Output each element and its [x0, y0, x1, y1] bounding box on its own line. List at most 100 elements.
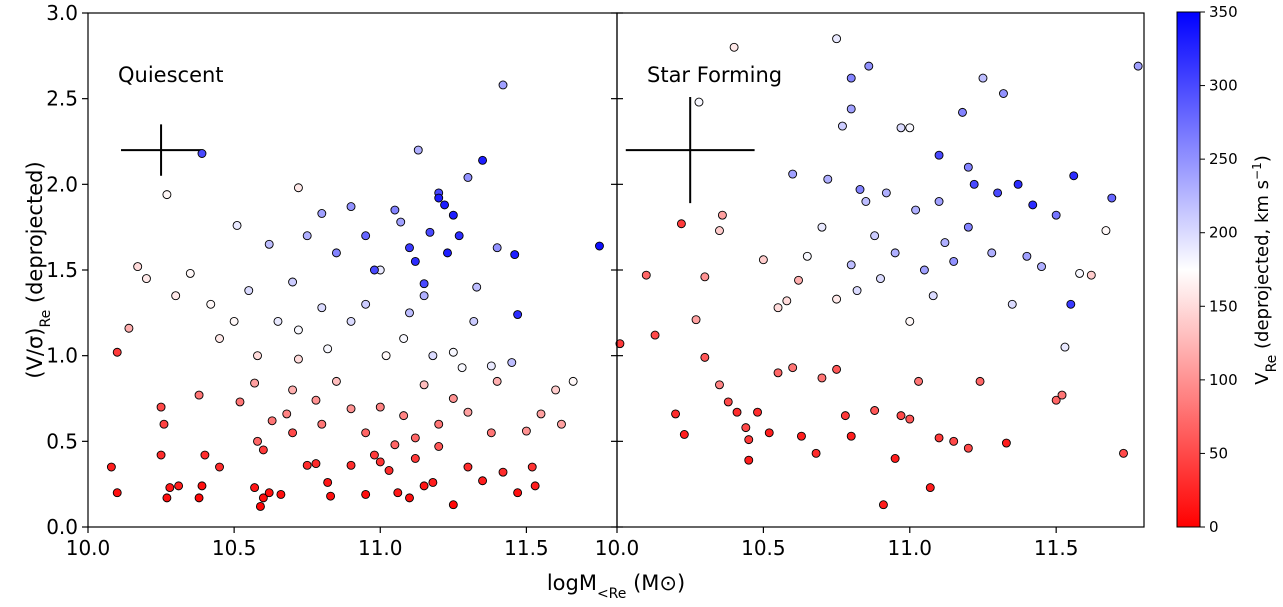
point [393, 488, 403, 498]
point [1037, 262, 1046, 272]
point [676, 219, 686, 229]
point [375, 402, 385, 412]
point [852, 286, 862, 296]
point [691, 315, 701, 325]
point [194, 493, 204, 503]
point [346, 316, 356, 326]
point [361, 231, 371, 241]
point [978, 73, 988, 83]
point [1022, 251, 1032, 261]
point [837, 121, 847, 131]
point [832, 294, 842, 304]
point [1051, 395, 1061, 405]
point [832, 34, 842, 44]
point [794, 275, 803, 285]
point [753, 407, 762, 417]
point [715, 380, 724, 390]
point [788, 363, 798, 373]
point [732, 407, 742, 417]
point [896, 123, 906, 133]
point [1007, 299, 1017, 309]
point [361, 489, 371, 499]
point [823, 174, 833, 184]
point [811, 448, 821, 458]
colorbar-label-part: ) [1252, 155, 1273, 162]
point [323, 478, 333, 487]
point [264, 239, 274, 249]
point [890, 454, 900, 463]
point [486, 428, 496, 438]
point [729, 42, 739, 52]
point [156, 402, 166, 412]
point [448, 347, 458, 357]
point [764, 428, 774, 438]
point [846, 104, 856, 114]
point [975, 376, 985, 386]
point [934, 197, 944, 206]
point [934, 433, 944, 443]
point [273, 316, 283, 326]
point [288, 277, 298, 287]
y-axis-label: (V/σ)Re (deprojected) [23, 161, 54, 378]
point [413, 145, 423, 155]
colorbar-tick-label: 300 [1209, 77, 1238, 95]
point [410, 454, 420, 463]
point [934, 150, 944, 160]
point [311, 395, 321, 405]
point [405, 308, 414, 318]
point [174, 481, 184, 491]
point [870, 231, 880, 241]
y-tick-label: 1.0 [46, 344, 78, 368]
point [229, 316, 239, 326]
x-tick-label: 11.5 [504, 536, 549, 560]
colorbar-label-part: Re [1264, 355, 1280, 373]
colorbar-tick-label: 350 [1209, 3, 1238, 21]
point [302, 231, 312, 241]
point [802, 251, 812, 261]
point [302, 460, 312, 470]
point [171, 291, 181, 301]
point [928, 291, 938, 301]
point [1119, 448, 1128, 458]
point [878, 500, 888, 510]
x-tick-label: 11.0 [358, 536, 403, 560]
point [253, 351, 262, 361]
point [288, 428, 298, 438]
point [797, 431, 806, 441]
x-tick-label: 11.5 [1034, 536, 1079, 560]
x-tick-label: 10.5 [212, 536, 257, 560]
colorbar-tick-label: 50 [1209, 444, 1228, 462]
point [861, 197, 871, 206]
point [124, 323, 134, 333]
point [185, 268, 195, 278]
point [905, 316, 915, 326]
point [492, 376, 502, 386]
x-tick-label: 10.0 [595, 536, 640, 560]
point [361, 428, 371, 438]
point [963, 443, 973, 453]
point [846, 431, 856, 441]
colorbar-label-part: −1 [1250, 162, 1264, 180]
x-axis-label-part: (M⊙) [626, 571, 685, 595]
plot-frame [616, 12, 1145, 528]
point [428, 478, 438, 487]
point [949, 436, 959, 446]
plot-frame [87, 12, 618, 528]
point [870, 406, 880, 415]
point [267, 416, 277, 426]
point [1075, 268, 1085, 278]
point [1028, 200, 1038, 210]
point [817, 373, 827, 383]
point [963, 222, 973, 232]
point [390, 205, 400, 215]
point [317, 303, 327, 313]
point [425, 227, 435, 237]
colorbar [1176, 11, 1201, 528]
point [846, 260, 856, 270]
point [250, 378, 260, 388]
point [346, 404, 356, 414]
point [440, 200, 450, 210]
point [323, 344, 333, 354]
point [478, 155, 488, 165]
